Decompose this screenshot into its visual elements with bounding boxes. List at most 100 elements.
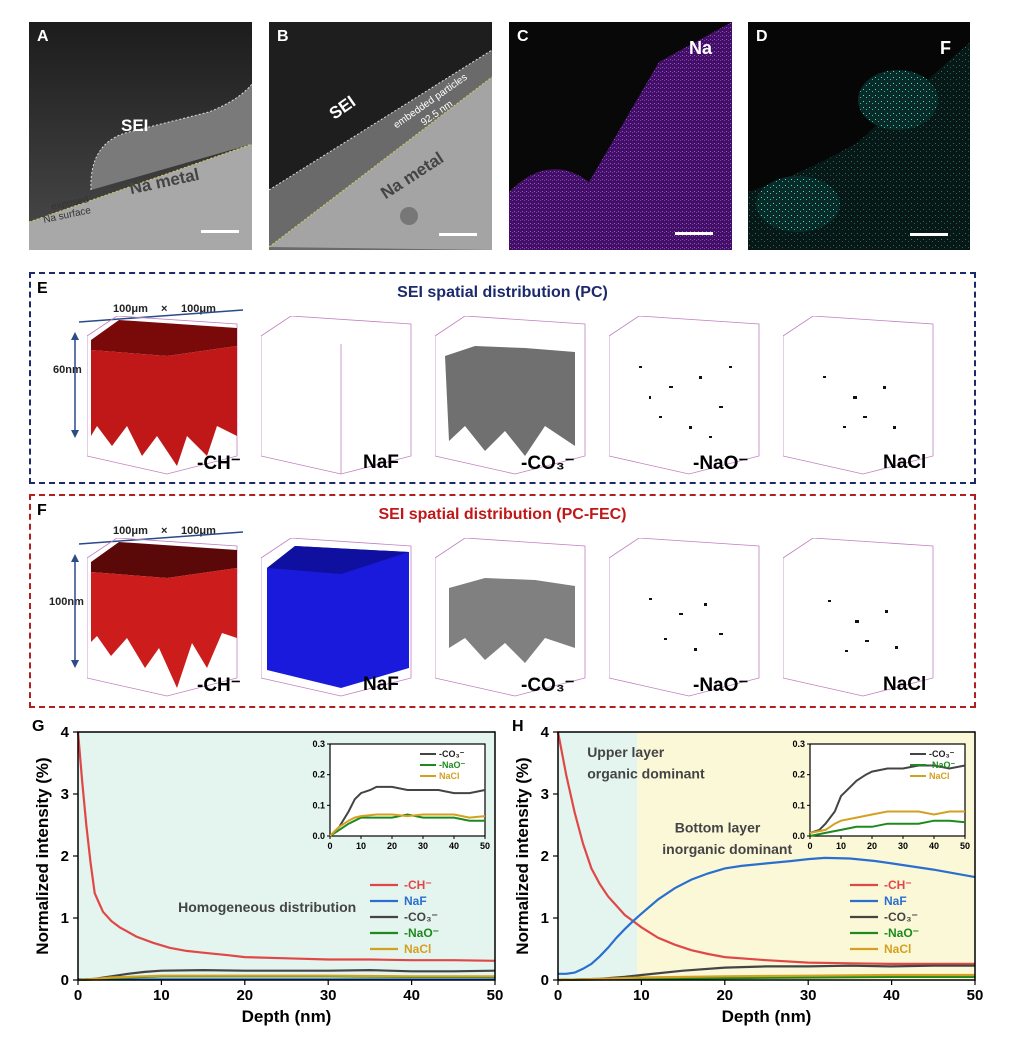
panel-e-title: SEI spatial distribution (PC) — [397, 284, 608, 301]
x-tick-label: 50 — [967, 987, 984, 1004]
legend-label-3: -NaO⁻ — [884, 926, 919, 940]
x-tick-label: 0 — [74, 987, 82, 1004]
inset-series-line-2 — [329, 813, 486, 837]
cube-nao — [609, 316, 760, 475]
x-tick-label: 10 — [153, 987, 170, 1004]
legend-label-4: NaCl — [884, 942, 911, 956]
cube-label-nao: -NaO⁻ — [693, 453, 749, 474]
y-tick-label: 1 — [541, 910, 549, 927]
y-tick-label: 3 — [541, 786, 549, 803]
sei-label: SEI — [121, 116, 149, 135]
y-tick-label: 4 — [541, 724, 550, 741]
annotation-upper-1: Upper layer — [587, 744, 665, 760]
inset-legend-label-2: NaCl — [439, 771, 460, 781]
annotation: Homogeneous distribution — [178, 899, 356, 915]
x-tick-label: 0 — [554, 987, 562, 1004]
panel-label: F — [37, 502, 47, 519]
chart-h: 0 10 20 30 40 50 0 1 2 3 4 Depth (nm) Normalized int… — [513, 724, 984, 1026]
inset-series-line-2 — [809, 810, 965, 834]
series-line-4 — [77, 974, 495, 982]
inset-x-tick-label: 0 — [807, 841, 812, 851]
cube-label-co3: -CO₃⁻ — [521, 453, 575, 474]
x-tick-label: 20 — [236, 987, 253, 1004]
inset-legend-label-2: NaCl — [929, 771, 950, 781]
y-tick-label: 4 — [61, 724, 70, 741]
cube-label-ch: -CH⁻ — [197, 453, 241, 474]
region-upper — [558, 732, 638, 980]
inset-y-tick-label: 0.1 — [792, 800, 805, 810]
panel-f-dimension-arrows — [71, 531, 244, 668]
inset-series-line-1 — [329, 813, 485, 837]
inset-y-tick-label: 0.3 — [312, 739, 325, 749]
cube-co3 — [435, 316, 586, 475]
inset-x-tick-label: 10 — [836, 841, 846, 851]
series-line-2 — [77, 968, 496, 982]
chart-g: 0 10 20 30 40 50 0 1 2 3 4 Depth (nm) Normalized int… — [33, 724, 503, 1026]
cube-nacl — [783, 316, 934, 475]
x-axis-label: Depth (nm) — [242, 1007, 332, 1026]
annotation-bottom-1: Bottom layer — [675, 819, 761, 835]
inset-series-line-1 — [809, 819, 966, 837]
inset-legend-label-0: -CO₃⁻ — [439, 749, 465, 759]
panel-label: E — [37, 280, 48, 297]
cube-naf — [261, 538, 412, 697]
panel-f-title: SEI spatial distribution (PC-FEC) — [378, 506, 627, 523]
x-tick-label: 40 — [883, 987, 900, 1004]
dim-x-label: 100μm — [113, 525, 148, 537]
dim-times: × — [161, 303, 168, 315]
series-line-0 — [76, 731, 496, 962]
micrograph-a: A SEI Na metal exposed Na surface — [29, 22, 252, 250]
dim-times: × — [161, 525, 168, 537]
y-tick-label: 0 — [61, 972, 69, 989]
y-tick-label: 3 — [61, 786, 69, 803]
y-tick-label: 0 — [541, 972, 549, 989]
inset-y-tick-label: 0.0 — [792, 831, 805, 841]
legend-label-2: -CO₃⁻ — [884, 910, 918, 924]
panel-label: B — [277, 28, 289, 45]
inset-x-tick-label: 40 — [449, 841, 459, 851]
inset-x-tick-label: 0 — [327, 841, 332, 851]
y-axis-label: Normalized intensity (%) — [33, 757, 52, 954]
cube-label-nao: -NaO⁻ — [693, 675, 749, 696]
x-tick-label: 20 — [716, 987, 733, 1004]
inset-series-line-0 — [329, 785, 486, 837]
cube-label-nacl: NaCl — [883, 674, 927, 695]
inset-x-tick-label: 20 — [387, 841, 397, 851]
inset-y-tick-label: 0.2 — [792, 770, 805, 780]
inset-legend-label-0: -CO₃⁻ — [929, 749, 955, 759]
legend-label-4: NaCl — [404, 942, 431, 956]
cube-ch — [87, 538, 238, 697]
inset-x-tick-label: 10 — [356, 841, 366, 851]
inset-y-tick-label: 0.0 — [312, 831, 325, 841]
x-tick-label: 10 — [633, 987, 650, 1004]
panel-label-h: H — [512, 718, 524, 735]
inset-y-tick-label: 0.2 — [312, 770, 325, 780]
panel-f-box: F SEI spatial distribution (PC-FEC) 100μ… — [29, 494, 976, 708]
cube-label-naf: NaF — [363, 452, 399, 473]
inset-x-tick-label: 50 — [960, 841, 970, 851]
cube-label-ch: -CH⁻ — [197, 675, 241, 696]
annotation-bottom-2: inorganic dominant — [662, 841, 792, 857]
y-axis-label: Normalized intensity (%) — [513, 757, 532, 954]
panel-label: A — [37, 28, 49, 45]
legend-label-3: -NaO⁻ — [404, 926, 439, 940]
inset-x-tick-label: 40 — [929, 841, 939, 851]
micrograph-b-image — [269, 22, 492, 250]
inset-x-tick-label: 30 — [418, 841, 428, 851]
cube-naf — [261, 316, 412, 475]
inset-series-line-0 — [809, 764, 966, 834]
micrograph-a-image — [29, 22, 252, 250]
inset-x-tick-label: 30 — [898, 841, 908, 851]
x-tick-label: 30 — [800, 987, 817, 1004]
panel-e-box: E SEI spatial distribution (PC) 100μm × … — [29, 272, 976, 484]
panel-label: C — [517, 28, 529, 45]
panel-label-g: G — [32, 718, 45, 735]
legend-label-0: -CH⁻ — [404, 878, 432, 892]
x-axis-label: Depth (nm) — [722, 1007, 812, 1026]
cube-label-naf: NaF — [363, 674, 399, 695]
inset-x-tick-label: 50 — [480, 841, 490, 851]
panel-e-dimension-arrows — [71, 309, 244, 438]
micrograph-c: C Na — [509, 22, 732, 250]
micrograph-c-image — [509, 22, 732, 250]
element-label: Na — [689, 38, 713, 58]
